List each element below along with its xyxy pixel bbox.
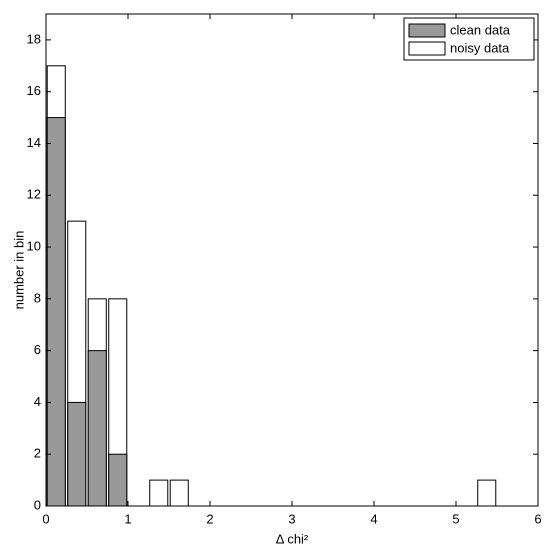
y-tick-label: 12 (27, 187, 41, 202)
x-tick-label: 6 (534, 511, 541, 526)
x-tick-label: 0 (42, 511, 49, 526)
bar (477, 479, 497, 507)
legend-swatch (408, 41, 446, 56)
y-tick-label: 14 (27, 135, 41, 150)
x-tick-label: 5 (452, 511, 459, 526)
legend-label: noisy data (450, 40, 510, 55)
y-axis-label: number in bin (11, 231, 26, 310)
x-tick-label: 3 (288, 511, 295, 526)
bar (149, 479, 169, 507)
y-tick-label: 0 (34, 497, 41, 512)
x-tick-label: 2 (206, 511, 213, 526)
x-tick-label: 1 (124, 511, 131, 526)
y-tick-label: 8 (34, 290, 41, 305)
y-tick-label: 2 (34, 446, 41, 461)
y-tick-label: 10 (27, 238, 41, 253)
bar (87, 350, 107, 507)
x-axis-label: Δ chi² (276, 531, 309, 546)
legend-swatch (408, 23, 446, 38)
y-tick-label: 4 (34, 394, 41, 409)
y-tick-label: 6 (34, 342, 41, 357)
bar (169, 479, 189, 507)
y-tick-label: 16 (27, 83, 41, 98)
bar (108, 453, 128, 507)
x-tick-label: 4 (370, 511, 377, 526)
legend-label: clean data (450, 22, 511, 37)
bar (46, 117, 66, 507)
y-tick-label: 18 (27, 31, 41, 46)
bar (67, 401, 87, 507)
